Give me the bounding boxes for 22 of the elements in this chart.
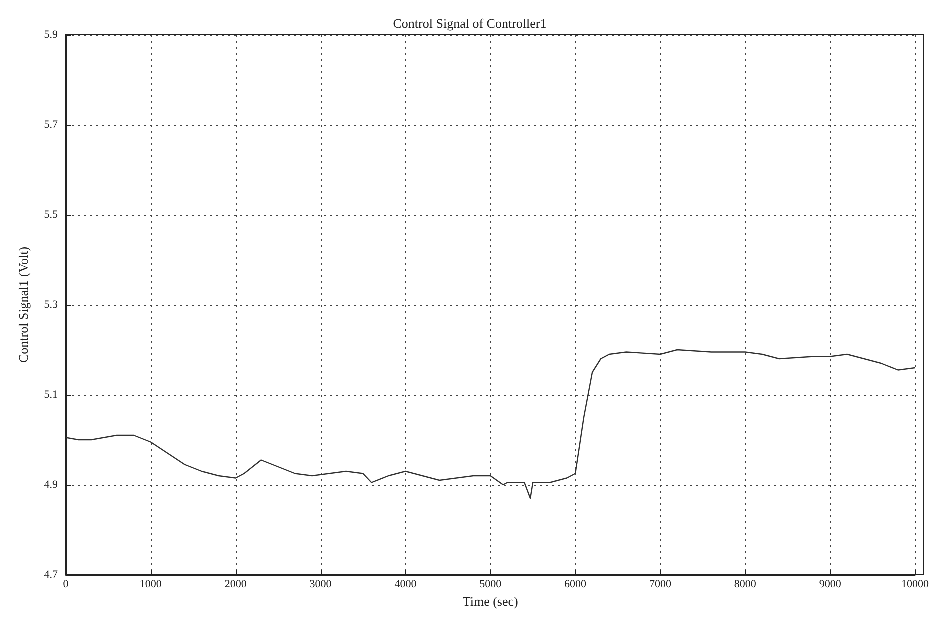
x-tick-label: 4000 — [394, 578, 418, 590]
x-tick-label: 3000 — [310, 578, 332, 590]
line-series — [65, 349, 916, 500]
x-tick-label: 1000 — [140, 578, 162, 590]
x-tick-label: 9000 — [819, 578, 842, 590]
x-axis-title: Time (sec) — [462, 594, 518, 609]
x-tick-label: 5000 — [480, 578, 502, 590]
y-axis-title: Control Signal1 (Volt) — [16, 246, 31, 364]
y-tick-label: 5.3 — [44, 299, 58, 311]
x-tick-label: 8000 — [734, 578, 757, 590]
x-tick-label: 0 — [63, 578, 70, 590]
x-tick-label: 10000 — [902, 578, 930, 590]
x-tick-label: 7000 — [649, 578, 672, 590]
x-tick-label: 6000 — [564, 578, 588, 590]
y-tick-label: 5.7 — [44, 119, 58, 131]
y-tick-label: 5.5 — [44, 209, 58, 221]
y-tick-label: 5.9 — [44, 29, 58, 41]
y-tick-label: 5.1 — [44, 389, 58, 401]
x-tick-label: 2000 — [224, 578, 248, 590]
y-tick-label: 4.9 — [44, 479, 58, 491]
chart-title: Control Signal of Controller1 — [393, 16, 547, 31]
y-tick-label: 4.7 — [44, 569, 58, 581]
